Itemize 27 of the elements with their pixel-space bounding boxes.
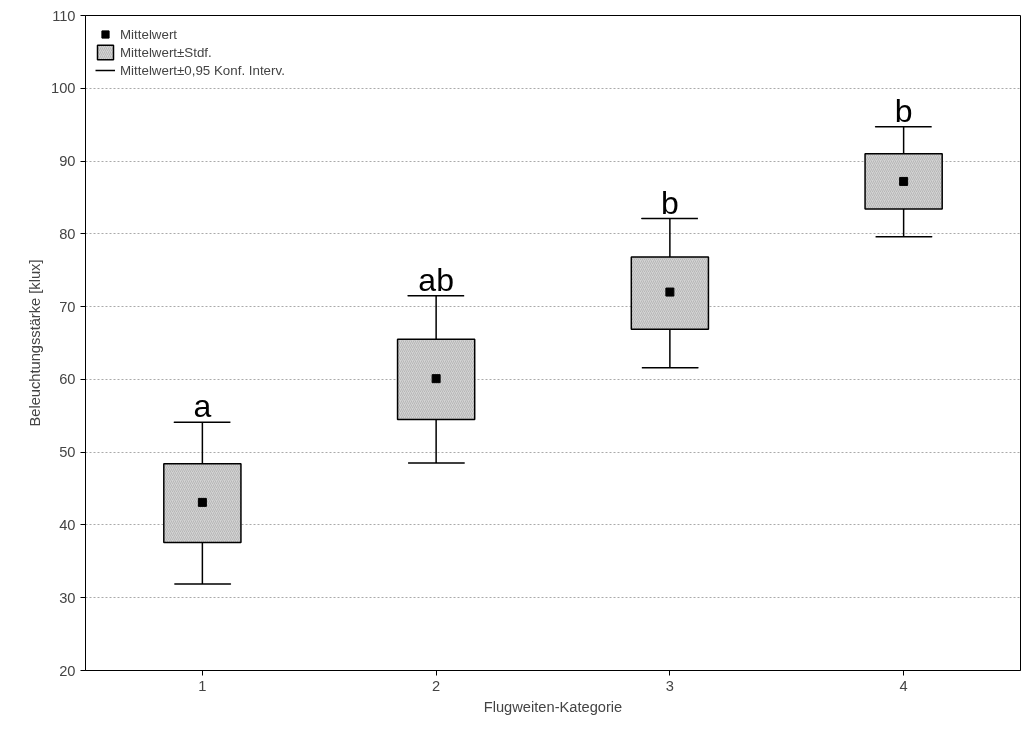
y-tick-label: 90: [59, 153, 76, 170]
x-axis-title: Flugweiten-Kategorie: [483, 698, 623, 715]
annotation: a: [193, 388, 212, 425]
x-tick-label: 4: [899, 677, 908, 694]
y-axis-title: Beleuchtungsstärke [klux]: [27, 259, 44, 427]
point: [665, 287, 675, 297]
legend-label: Mittelwert: [120, 26, 178, 42]
x-tick-label: 1: [198, 677, 207, 694]
y-tick-label: 80: [59, 225, 76, 242]
x-tick-label: 2: [432, 677, 441, 694]
y-tick-label: 40: [59, 516, 76, 533]
y-tick-label: 30: [59, 589, 76, 606]
annotation: b: [660, 184, 679, 221]
legend-label: Mittelwert±Stdf.: [120, 44, 212, 60]
y-tick-label: 60: [59, 371, 76, 388]
y-tick-label: 100: [51, 80, 76, 97]
point: [431, 374, 441, 384]
y-tick-label: 20: [59, 662, 76, 679]
x-tick-label: 3: [665, 677, 674, 694]
point: [197, 497, 207, 507]
legend-label: Mittelwert±0,95 Konf. Interv.: [120, 62, 285, 78]
annotation: b: [894, 92, 913, 129]
point: [899, 176, 909, 186]
y-tick-label: 70: [59, 298, 76, 315]
annotation: ab: [418, 261, 454, 298]
y-tick-label: 110: [52, 7, 76, 24]
y-tick-label: 50: [59, 444, 76, 461]
